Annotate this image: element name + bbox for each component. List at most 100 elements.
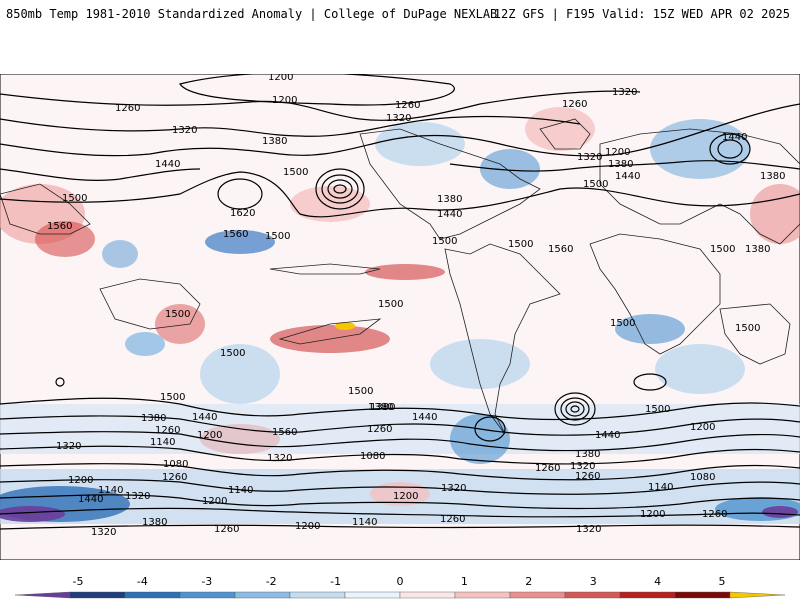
contour-label: 1140 [648,482,673,493]
map-svg: 1200 1200 1260 1320 1380 1440 1500 1500 … [0,74,800,560]
colorbar-cell [399,591,456,599]
contour-label: 1500 [165,309,190,320]
contour-label: 1380 [262,136,287,147]
contour-label: 1380 [368,402,393,413]
colorbar-tick-labels: -5 -4 -3 -2 -1 0 1 2 3 4 5 [73,575,726,588]
contour-label: 1080 [690,472,715,483]
contour-label: 1320 [577,152,602,163]
contour-label: 1500 [432,236,457,247]
contour-label: 1140 [98,485,123,496]
contour-label: 1500 [583,179,608,190]
contour-label: 1320 [570,461,595,472]
contour-label: 1440 [412,412,437,423]
contour-label: 1380 [745,244,770,255]
contour-label: 1380 [608,159,633,170]
contour-label: 1140 [150,437,175,448]
map-title: 850mb Temp 1981-2010 Standardized Anomal… [6,7,498,21]
contour-label: 1500 [710,244,735,255]
contour-label: 1380 [575,449,600,460]
contour-label: 1260 [367,424,392,435]
contour-label: 1260 [115,103,140,114]
contour-label: 1260 [702,509,727,520]
contour-label: 1200 [393,491,418,502]
contour-label: 1500 [283,167,308,178]
contour-label: 1440 [155,159,180,170]
contour-label: 1320 [91,527,116,538]
colorbar-cell [454,591,511,599]
contour-label: 1500 [610,318,635,329]
contour-label: 1500 [348,386,373,397]
colorbar-tick-label: -5 [73,575,84,588]
colorbar-tick-label: -3 [201,575,212,588]
contour-label: 1380 [141,413,166,424]
contour-label-layer: 1200 1200 1260 1320 1380 1440 1500 1500 … [47,74,785,538]
contour-label: 1620 [230,208,255,219]
contour-label: 1260 [162,472,187,483]
contour-label: 1320 [56,441,81,452]
contour-label: 1560 [272,427,297,438]
contour-label: 1200 [690,422,715,433]
contour-label: 1260 [440,514,465,525]
contour-label: 1260 [562,99,587,110]
contour-label: 1140 [228,485,253,496]
colorbar-tick-label: -1 [330,575,341,588]
contour-label: 1440 [615,171,640,182]
colorbar-cell [674,591,731,599]
contour-label: 1200 [295,521,320,532]
contour-label: 1260 [214,524,239,535]
contour-label: 1320 [612,87,637,98]
contour-label: 1200 [272,95,297,106]
contour-label: 1080 [360,451,385,462]
contour-label: 1200 [268,74,293,83]
contour-label: 1500 [508,239,533,250]
contour-label: 1080 [163,459,188,470]
contour-label: 1500 [160,392,185,403]
colorbar-tick-label: 4 [654,575,661,588]
contour-label: 1140 [352,517,377,528]
colorbar-cell [69,591,126,599]
contour-label: 1260 [155,425,180,436]
contour-label: 1260 [535,463,560,474]
contour-label: 1200 [68,475,93,486]
colorbar-cell [234,591,291,599]
contour-label: 1260 [395,100,420,111]
contour-label: 1260 [575,471,600,482]
colorbar-tick-label: 1 [461,575,468,588]
header: 850mb Temp 1981-2010 Standardized Anomal… [0,0,800,30]
colorbar-tick-label: -4 [137,575,148,588]
contour-label: 1380 [142,517,167,528]
contour-label: 1380 [760,171,785,182]
colorbar-tick-label: 5 [719,575,726,588]
colorbar-tick-label: -2 [266,575,277,588]
colorbar-cell [509,591,566,599]
contour-label: 1320 [576,524,601,535]
colorbar-svg: -5 -4 -3 -2 -1 0 1 2 3 4 5 [14,575,786,599]
contour-label: 1440 [192,412,217,423]
contour-label: 1500 [265,231,290,242]
contour-label: 1380 [437,194,462,205]
colorbar-cell [14,591,71,599]
contour-label: 1320 [125,491,150,502]
contour-label: 1500 [645,404,670,415]
contour-label: 1320 [386,113,411,124]
contour-label: 1440 [437,209,462,220]
contour-label: 1560 [47,221,72,232]
colorbar-cells [14,591,786,599]
colorbar-cell [564,591,621,599]
colorbar-cell [124,591,181,599]
contour-label: 1560 [548,244,573,255]
contour-label: 1500 [62,193,87,204]
contour-label: 1380 [370,402,395,413]
height-contours [0,74,800,530]
model-run-info: 12Z GFS | F195 Valid: 15Z WED APR 02 202… [493,7,790,21]
contour-label: 1500 [735,323,760,334]
contour-label: 1440 [595,430,620,441]
contour-label: 1320 [267,453,292,464]
colorbar-tick-label: 3 [590,575,597,588]
contour-label: 1200 [197,430,222,441]
contour-label: 1560 [223,229,248,240]
contour-label: 1200 [605,147,630,158]
colorbar-cell [619,591,676,599]
contour-label: 1200 [640,509,665,520]
map-panel[interactable]: 1200 1200 1260 1320 1380 1440 1500 1500 … [0,74,800,560]
